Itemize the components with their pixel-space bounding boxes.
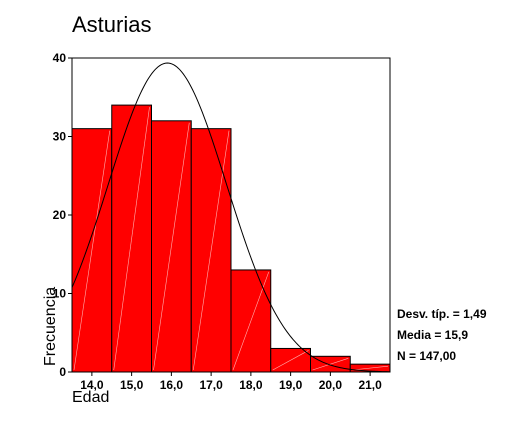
bar-shading bbox=[312, 358, 349, 371]
stat-n: N = 147,00 bbox=[397, 349, 456, 363]
x-tick-label: 17,0 bbox=[199, 378, 223, 392]
y-tick-label: 30 bbox=[53, 130, 67, 144]
y-tick-label: 0 bbox=[59, 365, 66, 379]
y-tick-label: 20 bbox=[53, 208, 67, 222]
x-tick-label: 21,0 bbox=[358, 378, 382, 392]
x-tick-label: 20,0 bbox=[319, 378, 343, 392]
chart-title: Asturias bbox=[72, 12, 151, 37]
y-tick-label: 40 bbox=[53, 51, 67, 65]
bars-group bbox=[71, 104, 391, 373]
y-axis-label: Frecuencia bbox=[42, 287, 59, 366]
x-tick-label: 18,0 bbox=[239, 378, 263, 392]
y-axis: 0 10 20 30 40 bbox=[53, 51, 72, 379]
y-tick-label: 10 bbox=[53, 287, 67, 301]
stat-mean: Media = 15,9 bbox=[397, 328, 468, 342]
x-axis: 14,0 15,0 16,0 17,0 18,0 19,0 20,0 21,0 bbox=[80, 372, 382, 392]
bar-shading bbox=[192, 130, 230, 371]
bar-shading bbox=[272, 350, 309, 371]
x-tick-label: 15,0 bbox=[120, 378, 144, 392]
x-tick-label: 14,0 bbox=[80, 378, 104, 392]
normal-curve bbox=[71, 62, 391, 373]
bar-shading bbox=[73, 130, 111, 371]
bar-shading bbox=[113, 107, 150, 371]
stat-sd: Desv. típ. = 1,49 bbox=[397, 307, 487, 321]
x-axis-label: Edad bbox=[72, 389, 109, 406]
x-tick-label: 16,0 bbox=[160, 378, 184, 392]
x-tick-label: 19,0 bbox=[279, 378, 303, 392]
bar-shading bbox=[153, 122, 190, 371]
bar-shading bbox=[352, 365, 389, 371]
